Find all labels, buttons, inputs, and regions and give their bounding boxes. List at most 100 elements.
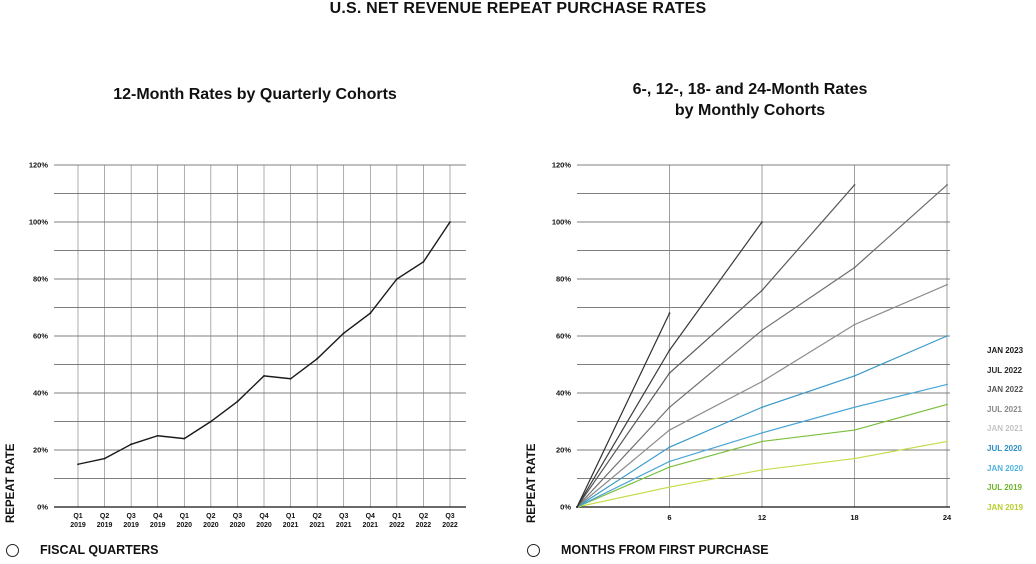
right-chart-title-line-2: by Monthly Cohorts [674, 102, 826, 119]
left-y-tick-label: 80% [33, 275, 48, 284]
left-x-tick-year: 2022 [442, 522, 458, 529]
left-x-tick-label: Q4 [366, 513, 375, 520]
left-data-point [183, 437, 186, 440]
right-data-point [761, 380, 763, 383]
left-x-tick-label: Q3 [126, 513, 135, 520]
left-y-tick-label: 120% [29, 161, 49, 170]
right-y-tick-label: 100% [552, 218, 572, 227]
right-chart-title-line-1: 6-, 12-, 18- and 24-Month Rates [632, 81, 868, 98]
left-x-tick-year: 2021 [283, 522, 299, 529]
right-data-point [668, 429, 671, 431]
right-data-point [761, 221, 763, 223]
right-y-tick-label: 60% [556, 332, 571, 341]
left-x-tick-year: 2019 [150, 522, 166, 529]
left-x-tick-label: Q3 [233, 513, 242, 520]
right-y-tick-label: 120% [552, 161, 572, 170]
right-data-point [946, 283, 948, 286]
right-data-point [761, 432, 763, 434]
left-x-tick-year: 2019 [70, 522, 86, 529]
left-y-tick-label: 60% [33, 332, 48, 341]
right-data-point [853, 266, 856, 269]
left-x-tick-label: Q3 [339, 513, 348, 520]
right-data-point [668, 466, 671, 468]
right-data-point [946, 335, 948, 337]
left-x-tick-year: 2021 [336, 522, 352, 529]
right-data-point [853, 323, 856, 326]
right-data-point [946, 403, 948, 406]
right-y-tick-label: 40% [556, 389, 571, 398]
right-data-point [946, 184, 948, 186]
left-y-axis-label: REPEAT RATE [5, 443, 17, 523]
left-x-tick-label: Q1 [392, 513, 401, 520]
right-data-point [761, 329, 763, 332]
left-x-tick-year: 2020 [176, 522, 192, 529]
legend-item-jan-2020: JAN 2020 [987, 463, 1024, 473]
right-data-point [761, 440, 763, 443]
left-x-tick-year: 2020 [203, 522, 219, 529]
left-x-tick-year: 2021 [362, 522, 378, 529]
right-data-point [761, 289, 763, 292]
left-x-tick-label: Q2 [100, 513, 109, 520]
right-data-point [761, 469, 763, 471]
left-y-tick-label: 20% [33, 446, 48, 455]
left-x-tick-label: Q4 [153, 513, 162, 520]
left-x-tick-label: Q2 [206, 513, 215, 520]
left-x-tick-year: 2021 [309, 522, 325, 529]
fiscal-quarters-label: FISCAL QUARTERS [40, 543, 159, 557]
right-data-point [853, 406, 856, 409]
right-data-point [853, 429, 856, 431]
right-y-tick-label: 20% [556, 446, 571, 455]
left-data-point [103, 457, 106, 460]
legend-item-jul-2021: JUL 2021 [987, 404, 1022, 414]
left-data-point [77, 463, 79, 466]
right-y-tick-label: 0% [560, 503, 571, 512]
right-data-point [668, 486, 671, 488]
legend-item-jul-2022: JUL 2022 [987, 365, 1022, 375]
left-x-tick-label: Q2 [419, 513, 428, 520]
left-y-tick-label: 0% [37, 503, 48, 512]
left-data-point [130, 443, 133, 446]
main-title: U.S. NET REVENUE REPEAT PURCHASE RATES [329, 0, 707, 17]
months-from-first-purchase-label: MONTHS FROM FIRST PURCHASE [561, 543, 769, 557]
left-chart-title: 12-Month Rates by Quarterly Cohorts [113, 86, 397, 103]
left-x-tick-year: 2022 [416, 522, 432, 529]
right-data-point [668, 312, 671, 315]
right-data-point [761, 406, 763, 409]
series-line-jan-2022 [576, 184, 855, 508]
right-data-point [853, 457, 856, 460]
legend-item-jan-2021: JAN 2021 [987, 424, 1024, 434]
fiscal-quarters-radio[interactable] [6, 544, 19, 557]
left-x-tick-year: 2020 [230, 522, 246, 529]
right-data-point [668, 372, 671, 374]
right-x-tick-label: 18 [850, 513, 858, 522]
left-x-tick-label: Q2 [312, 513, 321, 520]
legend-item-jul-2020: JUL 2020 [987, 443, 1022, 453]
left-data-point [289, 377, 292, 380]
right-data-point [946, 383, 948, 386]
left-x-tick-year: 2019 [97, 522, 113, 529]
right-x-tick-label: 12 [758, 513, 766, 522]
left-data-point [209, 420, 212, 423]
right-data-point [668, 406, 671, 409]
left-x-tick-label: Q3 [445, 513, 454, 520]
months-from-first-purchase-radio[interactable] [527, 544, 540, 557]
left-y-tick-label: 100% [29, 218, 49, 227]
series-line-jan-2023 [576, 312, 671, 508]
left-data-point [236, 400, 239, 403]
right-y-tick-label: 80% [556, 275, 571, 284]
right-x-tick-label: 6 [667, 513, 671, 522]
legend-item-jan-2019: JAN 2019 [987, 502, 1024, 512]
legend-item-jul-2019: JUL 2019 [987, 483, 1022, 493]
right-x-tick-label: 24 [943, 513, 952, 522]
left-x-tick-label: Q1 [73, 513, 82, 520]
legend-item-jan-2023: JAN 2023 [987, 346, 1024, 355]
right-data-point [668, 446, 671, 449]
left-x-tick-label: Q1 [180, 513, 189, 520]
right-data-point [576, 506, 578, 508]
right-chart-title: 6-, 12-, 18- and 24-Month Rates by Monthl… [560, 79, 940, 121]
left-x-tick-year: 2020 [256, 522, 272, 529]
right-data-point [946, 440, 948, 443]
right-data-point [668, 460, 671, 463]
left-x-tick-label: Q1 [286, 513, 295, 520]
